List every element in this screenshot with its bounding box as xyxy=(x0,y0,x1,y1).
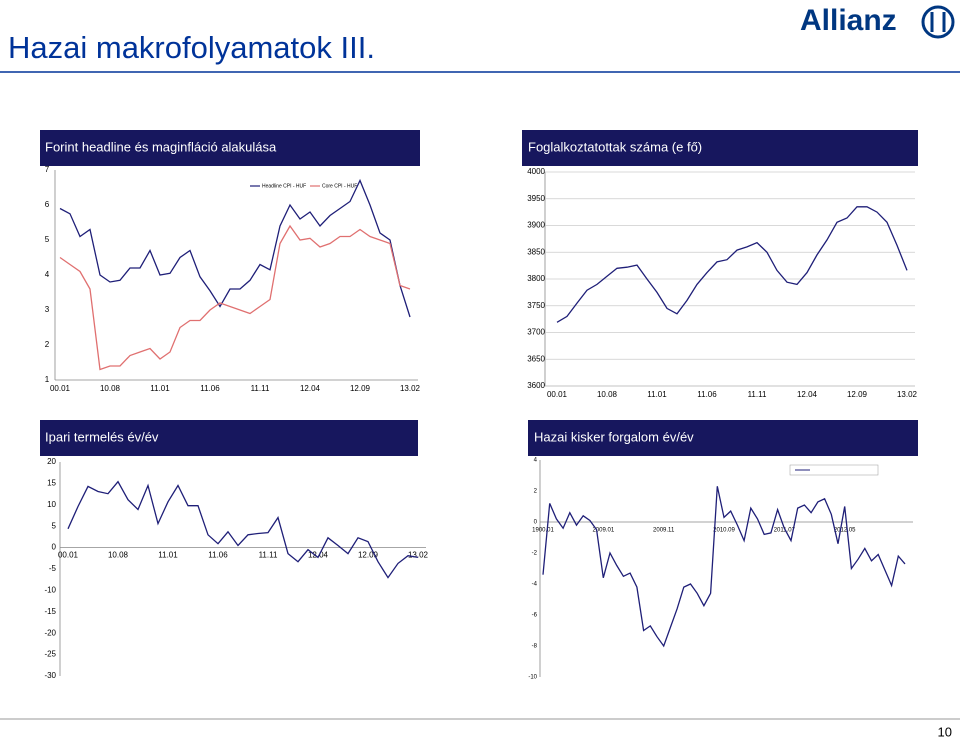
y-tick-label: 3800 xyxy=(527,274,545,283)
y-tick-label: 3600 xyxy=(527,381,545,390)
y-tick-label: 1 xyxy=(45,375,50,384)
series-line xyxy=(67,480,419,579)
y-tick-label: 5 xyxy=(52,521,57,530)
y-tick-label: 3 xyxy=(45,305,50,314)
y-tick-label: 0 xyxy=(534,520,538,526)
legend-label: Headline CPI - HUF xyxy=(262,183,306,189)
y-tick-label: -20 xyxy=(44,628,56,637)
x-tick-label: 00.01 xyxy=(50,384,71,393)
chart-header xyxy=(40,420,418,456)
y-tick-label: 3900 xyxy=(527,221,545,230)
x-tick-label: 12.09 xyxy=(358,551,379,560)
y-tick-label: -15 xyxy=(44,607,56,616)
x-tick-label: 2012.05 xyxy=(834,528,856,534)
logo-icon xyxy=(921,5,955,39)
x-tick-label: 13.02 xyxy=(400,384,421,393)
x-tick-label: 11.11 xyxy=(259,551,278,560)
y-tick-label: 3700 xyxy=(527,328,545,337)
y-tick-label: 3750 xyxy=(527,301,545,310)
chart-header xyxy=(522,130,918,166)
series-line xyxy=(556,206,908,323)
x-tick-label: 12.04 xyxy=(797,390,818,399)
y-tick-label: 5 xyxy=(45,235,50,244)
y-tick-label: -10 xyxy=(528,675,537,681)
x-tick-label: 12.04 xyxy=(308,551,329,560)
y-tick-label: -4 xyxy=(532,582,538,588)
y-tick-label: 2 xyxy=(534,489,538,495)
y-tick-label: 15 xyxy=(47,479,56,488)
y-tick-label: -6 xyxy=(532,613,538,619)
y-tick-label: 4 xyxy=(534,458,538,464)
x-tick-label: 12.09 xyxy=(350,384,371,393)
y-tick-label: 0 xyxy=(52,543,57,552)
chart-title: Forint headline és maginfláció alakulása xyxy=(45,139,277,154)
x-tick-label: 11.01 xyxy=(150,384,170,393)
x-tick-label: 2009.01 xyxy=(592,528,614,534)
y-tick-label: -2 xyxy=(532,551,538,557)
y-tick-label: -25 xyxy=(44,650,56,659)
y-tick-label: 7 xyxy=(45,165,50,174)
x-tick-label: 10.08 xyxy=(597,390,618,399)
x-tick-label: 11.01 xyxy=(158,551,178,560)
chart-title: Ipari termelés év/év xyxy=(45,429,159,444)
y-tick-label: 3650 xyxy=(527,354,545,363)
series-line xyxy=(59,178,411,318)
y-tick-label: 2 xyxy=(45,340,50,349)
x-tick-label: 10.08 xyxy=(108,551,129,560)
x-tick-label: 12.09 xyxy=(847,390,868,399)
y-tick-label: 20 xyxy=(47,457,56,466)
y-tick-label: 3950 xyxy=(527,194,545,203)
y-tick-label: -5 xyxy=(49,564,57,573)
logo: Allianz xyxy=(800,4,897,37)
x-tick-label: 00.01 xyxy=(58,551,79,560)
y-tick-label: 10 xyxy=(47,500,56,509)
x-tick-label: 10.08 xyxy=(100,384,121,393)
page-number: 10 xyxy=(938,724,952,739)
x-tick-label: 13.02 xyxy=(408,551,429,560)
chart-header xyxy=(40,130,420,166)
x-tick-label: 2011.07 xyxy=(774,528,796,534)
x-tick-label: 2009.11 xyxy=(653,528,675,534)
y-tick-label: -30 xyxy=(44,671,56,680)
x-tick-label: 1900.01 xyxy=(532,528,554,534)
x-tick-label: 11.11 xyxy=(748,390,767,399)
x-tick-label: 11.06 xyxy=(697,390,717,399)
x-tick-label: 00.01 xyxy=(547,390,568,399)
x-tick-label: 2010.09 xyxy=(713,528,735,534)
y-tick-label: 4 xyxy=(45,270,50,279)
legend-label: Core CPI - HUF xyxy=(322,183,357,189)
slide-title: Hazai makrofolyamatok III. xyxy=(8,30,375,65)
y-tick-label: 4000 xyxy=(527,167,545,176)
series-line xyxy=(59,224,411,371)
chart-header xyxy=(528,420,918,456)
series-line xyxy=(542,486,906,648)
x-tick-label: 12.04 xyxy=(300,384,321,393)
x-tick-label: 11.06 xyxy=(208,551,228,560)
y-tick-label: -10 xyxy=(44,586,56,595)
y-tick-label: 3850 xyxy=(527,247,545,256)
y-tick-label: 6 xyxy=(45,200,50,209)
chart-title: Foglalkoztatottak száma (e fő) xyxy=(528,139,702,154)
x-tick-label: 11.06 xyxy=(200,384,220,393)
chart-title: Hazai kisker forgalom év/év xyxy=(534,429,694,444)
x-tick-label: 11.01 xyxy=(647,390,667,399)
legend-box xyxy=(789,464,879,476)
y-tick-label: -8 xyxy=(532,644,538,650)
x-tick-label: 11.11 xyxy=(251,384,270,393)
x-tick-label: 13.02 xyxy=(897,390,918,399)
